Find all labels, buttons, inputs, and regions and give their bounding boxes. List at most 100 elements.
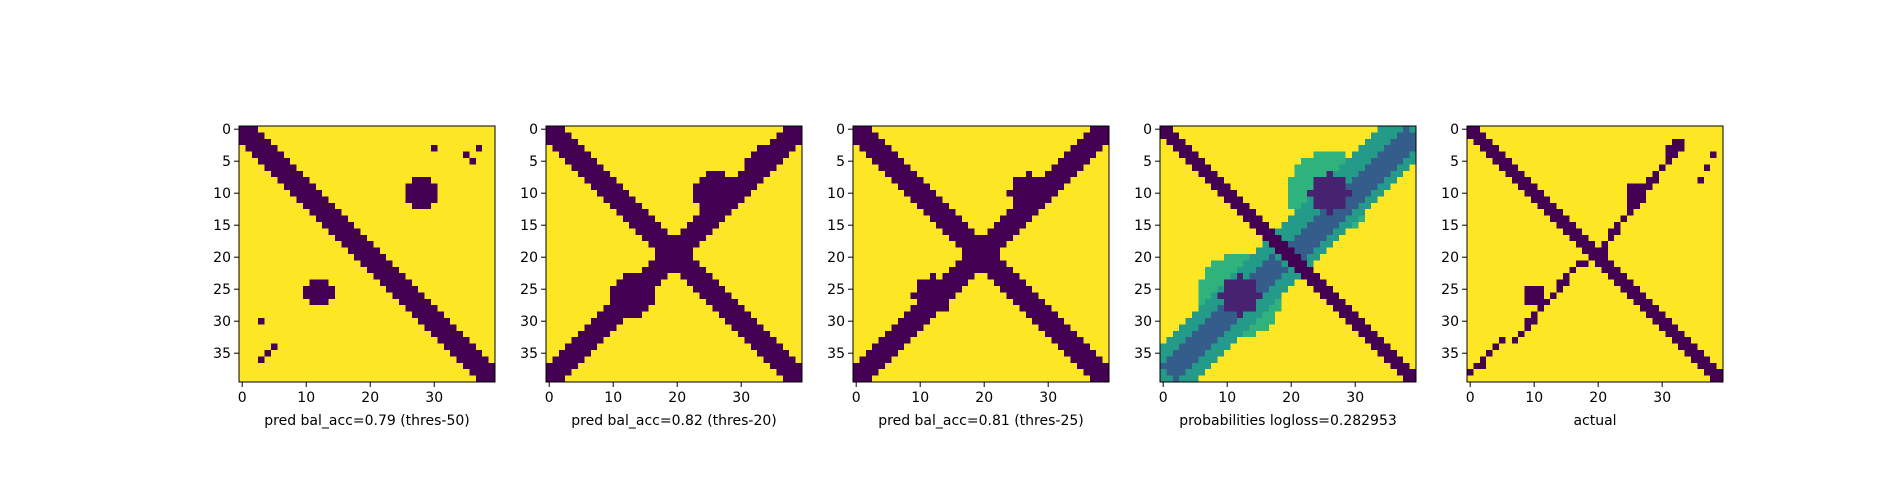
heatmap-cell (399, 164, 406, 172)
heatmap-cell (335, 183, 342, 191)
heatmap-cell (1057, 151, 1065, 159)
heatmap-cell (245, 375, 253, 383)
heatmap-cell (437, 183, 445, 191)
heatmap-cell (584, 241, 592, 248)
heatmap-cell (431, 126, 438, 133)
heatmap-cell (1070, 138, 1078, 146)
heatmap-cell (661, 362, 668, 370)
heatmap-cell (917, 170, 924, 178)
heatmap-cell (706, 305, 713, 312)
heatmap-cell (795, 158, 803, 165)
heatmap-cell (949, 369, 956, 376)
heatmap-cell (565, 298, 572, 306)
heatmap-cell (392, 273, 400, 280)
heatmap-cell (635, 318, 643, 325)
heatmap-cell (942, 330, 950, 338)
heatmap-cell (482, 215, 489, 223)
heatmap-cell (565, 273, 572, 280)
heatmap-cell (264, 254, 272, 261)
heatmap-cell (974, 234, 982, 242)
heatmap-cell (891, 260, 899, 268)
heatmap-cell (463, 241, 470, 248)
heatmap-cell (859, 298, 867, 306)
heatmap-cell (897, 350, 905, 357)
heatmap-cell (731, 330, 739, 338)
heatmap-cell (891, 170, 899, 178)
heatmap-cell (706, 177, 713, 184)
heatmap-cell (379, 343, 387, 351)
heatmap-cell (1045, 311, 1052, 319)
heatmap-cell (961, 375, 969, 383)
heatmap-cell (578, 254, 585, 261)
heatmap-cell (987, 234, 995, 242)
heatmap-cell (437, 266, 445, 274)
heatmap-cell (731, 318, 739, 325)
heatmap-cell (674, 279, 681, 287)
heatmap-cell (475, 202, 483, 210)
heatmap-cell (622, 241, 630, 248)
heatmap-cell (1025, 292, 1033, 300)
heatmap-cell (904, 298, 911, 306)
heatmap-cell (654, 311, 662, 319)
heatmap-cell (699, 177, 707, 184)
heatmap-cell (296, 247, 304, 255)
heatmap-cell (335, 138, 342, 146)
heatmap-cell (443, 330, 451, 338)
heatmap-cell (1000, 132, 1007, 140)
x-tick-label: 10 (297, 390, 315, 406)
heatmap-cell (469, 330, 477, 338)
heatmap-cell (590, 369, 598, 376)
heatmap-cell (392, 343, 400, 351)
heatmap-cell (1006, 158, 1014, 165)
heatmap-cell (1013, 337, 1020, 344)
heatmap-cell (853, 260, 860, 268)
heatmap-cell (463, 202, 470, 210)
heatmap-cell (622, 183, 630, 191)
heatmap-cell (718, 350, 726, 357)
heatmap-cell (955, 234, 963, 242)
heatmap-cell (437, 369, 445, 376)
heatmap-cell (239, 286, 246, 293)
heatmap-cell (450, 202, 457, 210)
heatmap-cell (725, 228, 732, 236)
heatmap-cell (616, 356, 624, 364)
heatmap-cell (699, 170, 707, 178)
heatmap-cell (674, 196, 681, 204)
heatmap-cell (296, 286, 304, 293)
heatmap-cell (776, 254, 784, 261)
heatmap-cell (757, 241, 764, 248)
heatmap-cell (558, 266, 566, 274)
heatmap-cell (546, 298, 553, 306)
heatmap-cell (290, 350, 297, 357)
heatmap-cell (993, 260, 1001, 268)
heatmap-cell (1019, 164, 1027, 172)
heatmap-cell (968, 164, 975, 172)
heatmap-cell (923, 215, 931, 223)
heatmap-cell (635, 177, 643, 184)
heatmap-cell (1057, 164, 1065, 172)
heatmap-cell (571, 311, 579, 319)
heatmap-cell (961, 138, 969, 146)
heatmap-cell (699, 202, 707, 210)
heatmap-cell (354, 183, 361, 191)
heatmap-cell (693, 190, 700, 197)
heatmap-cell (456, 362, 464, 370)
heatmap-cell (578, 202, 585, 210)
heatmap-cell (750, 202, 758, 210)
heatmap-cell (437, 215, 445, 223)
heatmap-cell (546, 318, 553, 325)
heatmap-cell (603, 369, 611, 376)
heatmap-cell (590, 170, 598, 178)
heatmap-cell (929, 228, 937, 236)
heatmap-cell (693, 279, 700, 287)
heatmap-cell (431, 324, 438, 332)
heatmap-cell (776, 234, 784, 242)
heatmap-cell (910, 222, 918, 229)
heatmap-cell (277, 266, 285, 274)
heatmap-cell (731, 337, 739, 344)
heatmap-cell (1332, 126, 1340, 133)
heatmap-cell (411, 177, 419, 184)
heatmap-cell (456, 260, 464, 268)
heatmap-cell (322, 164, 329, 172)
heatmap-cell (757, 158, 764, 165)
